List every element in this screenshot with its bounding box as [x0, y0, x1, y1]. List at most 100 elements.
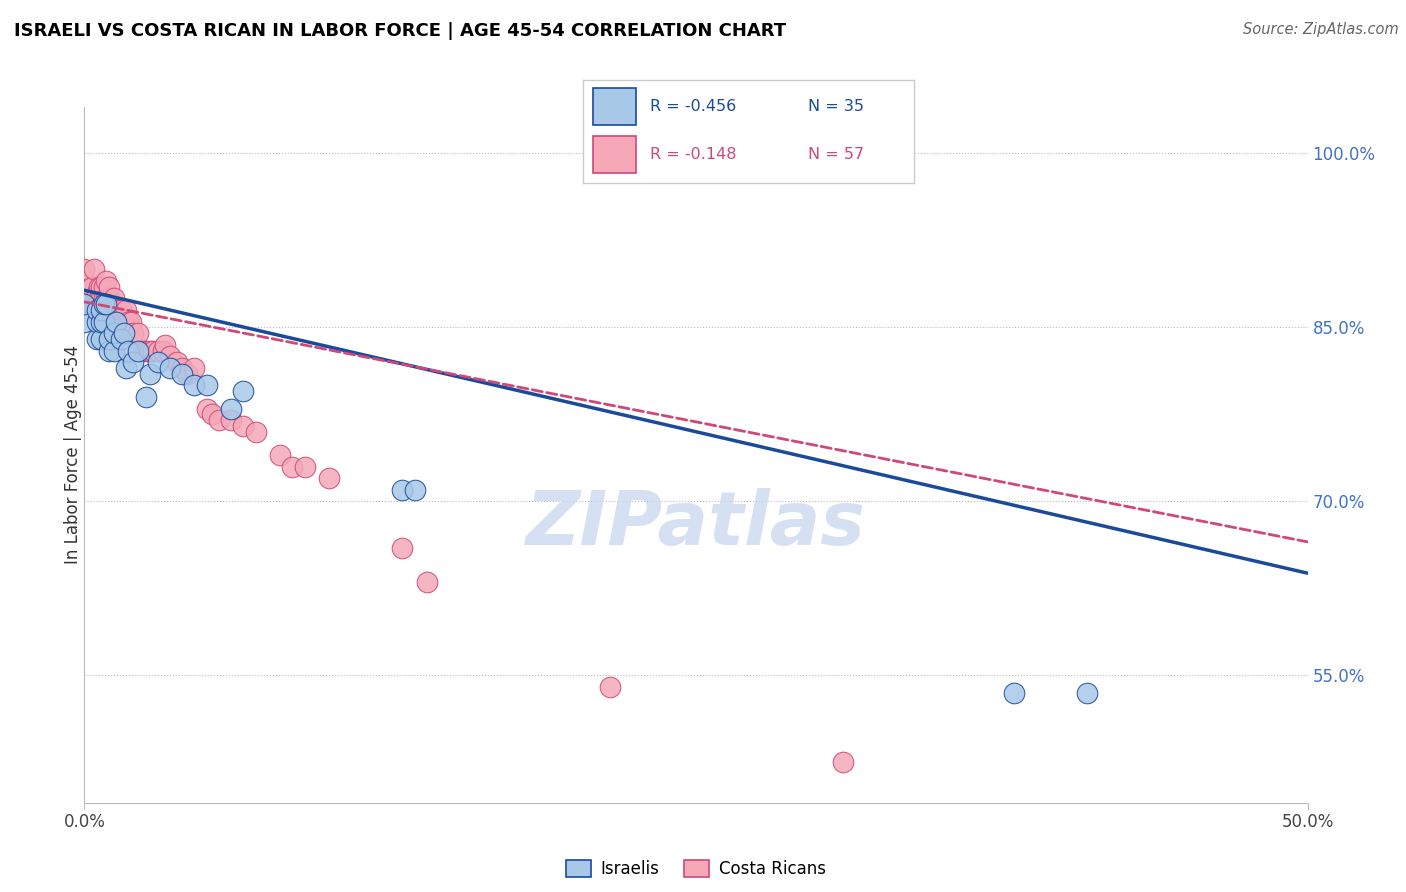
- Point: [93, 315, 115, 329]
- Point: [135, 343, 157, 358]
- Point: [117, 343, 139, 358]
- Point: [183, 378, 205, 392]
- Point: [245, 425, 267, 439]
- Point: [73, 262, 96, 277]
- Text: ISRAELI VS COSTA RICAN IN LABOR FORCE | AGE 45-54 CORRELATION CHART: ISRAELI VS COSTA RICAN IN LABOR FORCE | …: [14, 22, 786, 40]
- Point: [195, 378, 218, 392]
- Point: [294, 459, 316, 474]
- Point: [122, 326, 145, 341]
- Point: [103, 326, 125, 341]
- Point: [86, 315, 108, 329]
- Point: [86, 285, 108, 300]
- Point: [172, 367, 194, 381]
- Point: [97, 309, 120, 323]
- Point: [112, 326, 135, 341]
- Text: N = 35: N = 35: [808, 99, 865, 114]
- Text: Source: ZipAtlas.com: Source: ZipAtlas.com: [1243, 22, 1399, 37]
- Point: [90, 332, 112, 346]
- Point: [73, 280, 96, 294]
- Point: [97, 343, 120, 358]
- Point: [73, 315, 96, 329]
- Point: [195, 401, 218, 416]
- Point: [200, 407, 222, 422]
- Point: [96, 274, 118, 288]
- Y-axis label: In Labor Force | Age 45-54: In Labor Force | Age 45-54: [65, 345, 82, 565]
- Point: [93, 280, 115, 294]
- Point: [318, 471, 340, 485]
- Text: R = -0.148: R = -0.148: [650, 146, 737, 161]
- Point: [105, 315, 128, 329]
- Point: [127, 343, 149, 358]
- Point: [146, 343, 169, 358]
- Point: [83, 262, 105, 277]
- Point: [146, 355, 169, 369]
- Point: [416, 575, 439, 590]
- Point: [391, 483, 413, 497]
- Point: [269, 448, 291, 462]
- Point: [86, 332, 108, 346]
- Point: [97, 280, 120, 294]
- Point: [90, 303, 112, 318]
- Point: [139, 367, 162, 381]
- Point: [281, 459, 304, 474]
- Point: [1002, 685, 1025, 699]
- Point: [93, 291, 115, 305]
- Point: [142, 343, 165, 358]
- Point: [73, 297, 96, 311]
- Point: [97, 291, 120, 305]
- Point: [166, 355, 188, 369]
- Point: [93, 297, 115, 311]
- Point: [152, 343, 174, 358]
- Point: [135, 390, 157, 404]
- Text: R = -0.456: R = -0.456: [650, 99, 735, 114]
- Point: [183, 361, 205, 376]
- Point: [96, 297, 118, 311]
- Point: [1076, 685, 1098, 699]
- Point: [232, 419, 254, 434]
- Point: [391, 541, 413, 555]
- Point: [404, 483, 426, 497]
- Point: [159, 361, 181, 376]
- Point: [115, 361, 138, 376]
- Point: [87, 280, 110, 294]
- Point: [172, 361, 194, 376]
- Point: [153, 338, 176, 352]
- Point: [219, 413, 242, 427]
- Point: [90, 315, 112, 329]
- Point: [80, 291, 103, 305]
- FancyBboxPatch shape: [593, 136, 637, 173]
- Point: [110, 315, 132, 329]
- Point: [176, 367, 198, 381]
- Point: [120, 315, 142, 329]
- Text: N = 57: N = 57: [808, 146, 865, 161]
- Text: ZIPatlas: ZIPatlas: [526, 488, 866, 561]
- Point: [103, 343, 125, 358]
- Point: [96, 291, 118, 305]
- Point: [86, 297, 108, 311]
- Point: [117, 315, 139, 329]
- Point: [127, 326, 149, 341]
- Point: [73, 297, 96, 311]
- Legend: Israelis, Costa Ricans: Israelis, Costa Ricans: [558, 854, 834, 885]
- Point: [105, 315, 128, 329]
- Point: [110, 332, 132, 346]
- Point: [122, 355, 145, 369]
- Point: [103, 291, 125, 305]
- Point: [139, 343, 162, 358]
- Point: [831, 755, 853, 769]
- Point: [103, 309, 125, 323]
- Point: [208, 413, 231, 427]
- Point: [90, 280, 112, 294]
- Point: [112, 315, 135, 329]
- Point: [87, 291, 110, 305]
- Point: [132, 343, 155, 358]
- Point: [90, 291, 112, 305]
- Point: [219, 401, 242, 416]
- Point: [232, 384, 254, 398]
- Point: [80, 280, 103, 294]
- FancyBboxPatch shape: [593, 88, 637, 126]
- Point: [599, 680, 621, 694]
- Point: [97, 332, 120, 346]
- Point: [110, 303, 132, 318]
- Point: [115, 303, 138, 318]
